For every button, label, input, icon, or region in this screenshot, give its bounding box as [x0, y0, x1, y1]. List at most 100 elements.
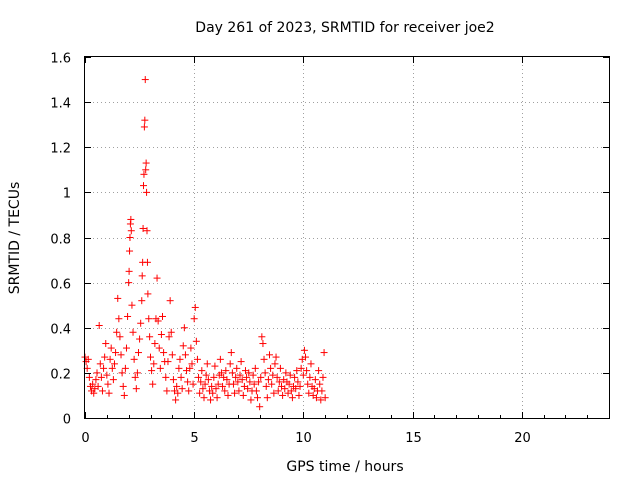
data-point	[97, 373, 105, 381]
data-point	[169, 376, 177, 384]
data-point	[163, 387, 171, 395]
data-point	[133, 369, 141, 377]
x-tick-label: 5	[190, 431, 198, 446]
data-point	[227, 349, 235, 357]
data-point	[117, 351, 125, 359]
data-point	[288, 394, 296, 402]
data-point	[269, 371, 277, 379]
y-tick-label: 1.4	[50, 97, 71, 112]
data-point	[124, 312, 132, 320]
data-point	[287, 387, 295, 395]
axis-ticks	[85, 57, 609, 419]
data-point	[210, 373, 218, 381]
data-point	[276, 364, 284, 372]
y-tick-label: 1	[63, 187, 71, 202]
data-point	[167, 328, 175, 336]
data-point	[214, 380, 222, 388]
data-point	[312, 394, 320, 402]
data-point	[92, 376, 100, 384]
data-point	[231, 389, 239, 397]
grid	[85, 57, 609, 418]
data-points	[81, 76, 329, 411]
data-point	[262, 382, 270, 390]
data-point	[235, 387, 243, 395]
data-point	[155, 344, 163, 352]
data-point	[204, 376, 212, 384]
data-point	[209, 389, 217, 397]
y-tick-label: 1.2	[50, 142, 71, 157]
data-point	[110, 360, 118, 368]
data-point	[179, 342, 187, 350]
data-point	[114, 294, 122, 302]
data-point	[300, 346, 308, 354]
x-tick-label: 15	[405, 431, 422, 446]
data-point	[141, 76, 149, 84]
data-point	[174, 389, 182, 397]
data-point	[255, 378, 263, 386]
data-point	[196, 389, 204, 397]
data-point	[106, 355, 114, 363]
data-point	[176, 355, 184, 363]
y-tick-label: 0.2	[50, 368, 71, 383]
data-point	[112, 349, 120, 357]
data-point	[320, 349, 328, 357]
data-point	[203, 360, 211, 368]
data-point	[229, 380, 237, 388]
data-point	[168, 351, 176, 359]
data-point	[267, 364, 275, 372]
y-tick-label: 0	[63, 413, 71, 428]
data-point	[275, 378, 283, 386]
data-point	[316, 380, 324, 388]
data-point	[318, 387, 326, 395]
data-point	[85, 373, 93, 381]
data-point	[126, 234, 134, 241]
data-point	[216, 355, 224, 363]
data-point	[121, 364, 129, 372]
plot-frame	[84, 56, 610, 419]
data-point	[142, 159, 150, 167]
data-point	[164, 358, 172, 366]
data-point	[125, 279, 133, 287]
data-point	[166, 297, 174, 305]
data-point	[134, 349, 142, 357]
data-point	[186, 364, 194, 372]
data-point	[221, 387, 229, 395]
data-point	[272, 353, 280, 361]
data-point	[233, 364, 241, 372]
data-point	[187, 344, 195, 352]
data-point	[273, 373, 281, 381]
data-point	[108, 364, 116, 372]
data-point	[143, 227, 151, 235]
data-point	[175, 364, 183, 372]
data-point	[98, 387, 106, 395]
data-point	[263, 394, 271, 402]
data-point	[251, 364, 259, 372]
data-point	[246, 378, 254, 386]
data-point	[127, 215, 135, 223]
data-point	[89, 380, 97, 388]
data-point	[120, 391, 128, 399]
data-point	[192, 337, 200, 345]
x-tick-labels: 0 5 10 15 20	[81, 431, 530, 446]
y-tick-label: 0.6	[50, 278, 71, 293]
data-point	[140, 182, 148, 190]
data-point	[200, 394, 208, 402]
data-point	[159, 312, 167, 320]
data-point	[165, 333, 173, 341]
data-point	[101, 353, 109, 361]
data-point	[128, 301, 136, 309]
data-point	[237, 358, 245, 366]
data-point	[243, 373, 251, 381]
data-point	[296, 382, 304, 390]
data-point	[245, 369, 253, 377]
data-point	[259, 340, 267, 348]
data-point	[305, 389, 313, 397]
data-point	[268, 380, 276, 388]
y-tick-label: 0.8	[50, 233, 71, 248]
data-point	[274, 387, 282, 395]
chart-title: Day 261 of 2023, SRMTID for receiver joe…	[195, 20, 494, 36]
data-point	[208, 382, 216, 390]
y-tick-label: 1.6	[50, 52, 71, 67]
data-point	[100, 364, 108, 372]
